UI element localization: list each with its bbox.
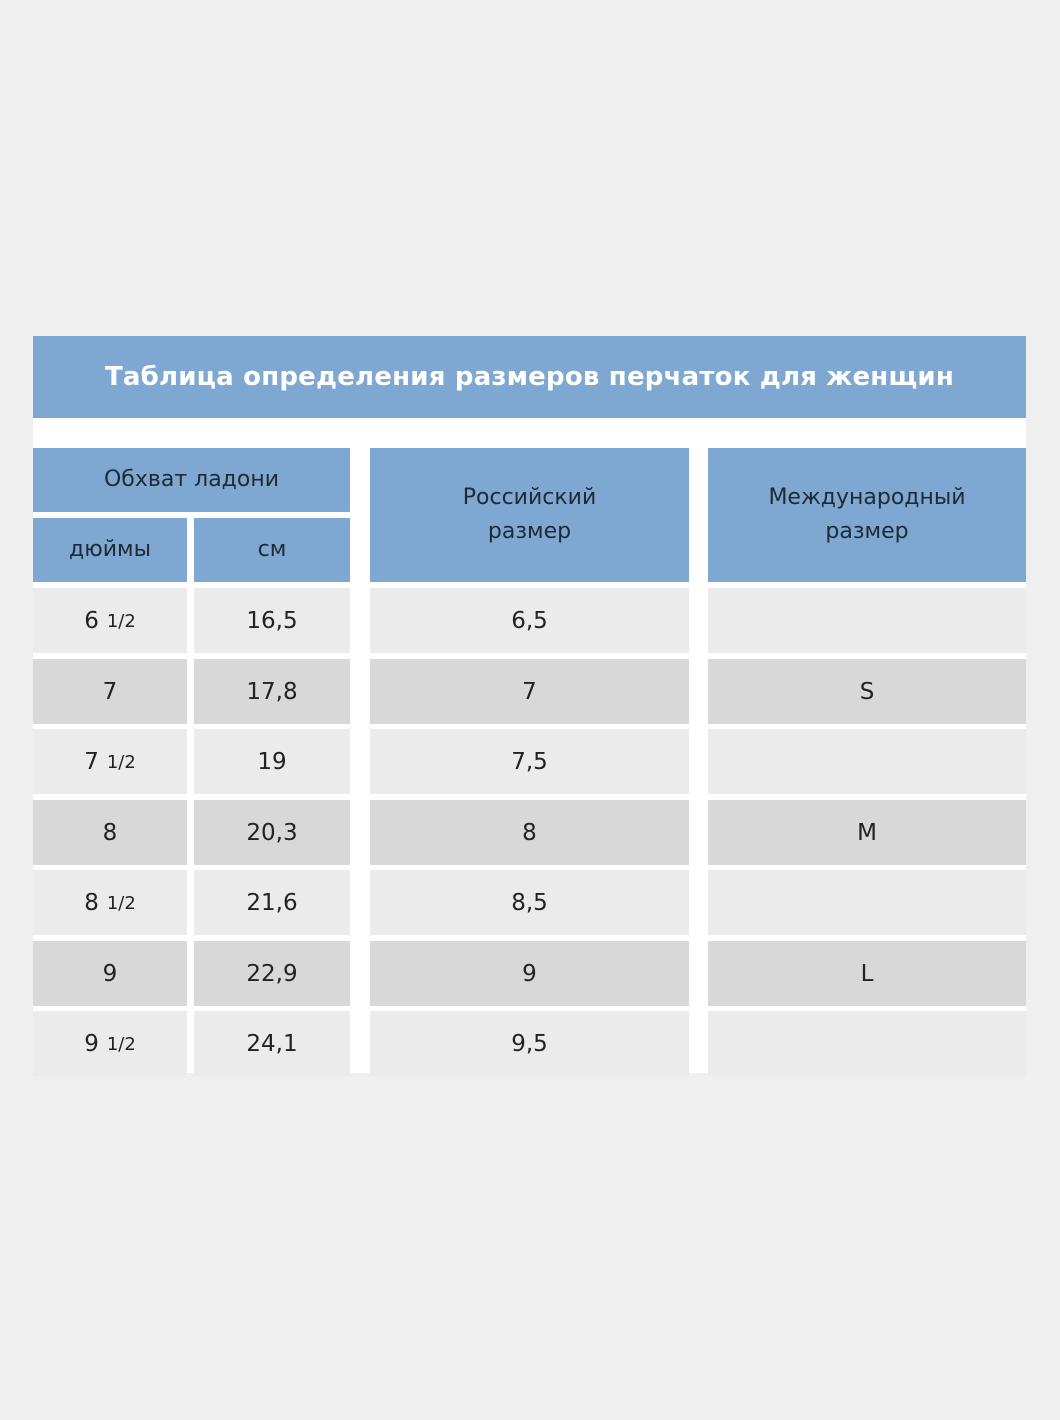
header-cm: см (194, 518, 350, 582)
cm-value: 24,1 (246, 1030, 298, 1057)
inch-whole: 7 (102, 678, 118, 705)
table-cell-intl (708, 588, 1026, 653)
cm-value: 20,3 (246, 819, 298, 846)
table-cell-cm: 19 (194, 729, 350, 794)
cm-value: 22,9 (246, 960, 298, 987)
table-cell-inch: 9 1/2 (33, 1011, 187, 1076)
table-cell-ru: 6,5 (370, 588, 689, 653)
table-cell-intl: M (708, 800, 1026, 865)
table-cell-cm: 22,9 (194, 941, 350, 1006)
header-intl-line2: размер (825, 519, 909, 544)
ru-value: 8 (522, 819, 537, 846)
table-cell-cm: 20,3 (194, 800, 350, 865)
inch-fraction: 1/2 (106, 752, 136, 773)
cm-value: 16,5 (246, 607, 298, 634)
inch-whole: 9 (84, 1030, 99, 1057)
table-cell-ru: 9,5 (370, 1011, 689, 1076)
intl-value: M (857, 819, 877, 846)
table-cell-intl (708, 729, 1026, 794)
inch-fraction: 1/2 (106, 893, 136, 914)
header-russian-line1: Российский (462, 485, 597, 510)
table-cell-inch: 6 1/2 (33, 588, 187, 653)
table-cell-inch: 8 1/2 (33, 870, 187, 935)
table-cell-intl (708, 870, 1026, 935)
ru-value: 9 (522, 960, 537, 987)
table-cell-ru: 9 (370, 941, 689, 1006)
ru-value: 9,5 (511, 1030, 548, 1057)
table-cell-ru: 7 (370, 659, 689, 724)
table-cell-inch: 7 1/2 (33, 729, 187, 794)
size-chart: Таблица определения размеров перчаток дл… (33, 336, 1026, 1076)
header-girth: Обхват ладони (33, 448, 350, 512)
inch-fraction: 1/2 (106, 611, 136, 632)
header-russian-size: Российский размер (370, 448, 689, 582)
inch-whole: 8 (102, 819, 118, 846)
ru-value: 7,5 (511, 748, 548, 775)
table-cell-ru: 8 (370, 800, 689, 865)
ru-value: 8,5 (511, 889, 548, 916)
intl-value: L (860, 960, 874, 987)
table-cell-inch: 7 (33, 659, 187, 724)
table-cell-ru: 7,5 (370, 729, 689, 794)
header-intl-line1: Международный (768, 485, 966, 510)
header-russian-line2: размер (487, 519, 572, 544)
cm-value: 21,6 (246, 889, 298, 916)
table-cell-intl: S (708, 659, 1026, 724)
header-girth-label: Обхват ладони (103, 467, 280, 492)
table-cell-inch: 8 (33, 800, 187, 865)
inch-whole: 9 (102, 960, 118, 987)
header-intl-size: Международный размер (708, 448, 1026, 582)
cm-value: 19 (257, 748, 287, 775)
intl-value: S (859, 678, 875, 705)
table-cell-cm: 21,6 (194, 870, 350, 935)
table-cell-intl (708, 1011, 1026, 1076)
chart-title: Таблица определения размеров перчаток дл… (33, 336, 1026, 418)
inch-fraction: 1/2 (106, 1034, 136, 1055)
inch-whole: 7 (84, 748, 99, 775)
inch-whole: 8 (84, 889, 99, 916)
header-inches: дюймы (33, 518, 187, 582)
cm-value: 17,8 (246, 678, 298, 705)
table-cell-intl: L (708, 941, 1026, 1006)
table-cell-cm: 24,1 (194, 1011, 350, 1076)
table-cell-cm: 17,8 (194, 659, 350, 724)
header-inches-label: дюймы (69, 537, 151, 562)
table-cell-cm: 16,5 (194, 588, 350, 653)
ru-value: 7 (522, 678, 537, 705)
table-cell-ru: 8,5 (370, 870, 689, 935)
table-cell-inch: 9 (33, 941, 187, 1006)
ru-value: 6,5 (511, 607, 548, 634)
inch-whole: 6 (84, 607, 99, 634)
header-cm-label: см (257, 537, 287, 562)
